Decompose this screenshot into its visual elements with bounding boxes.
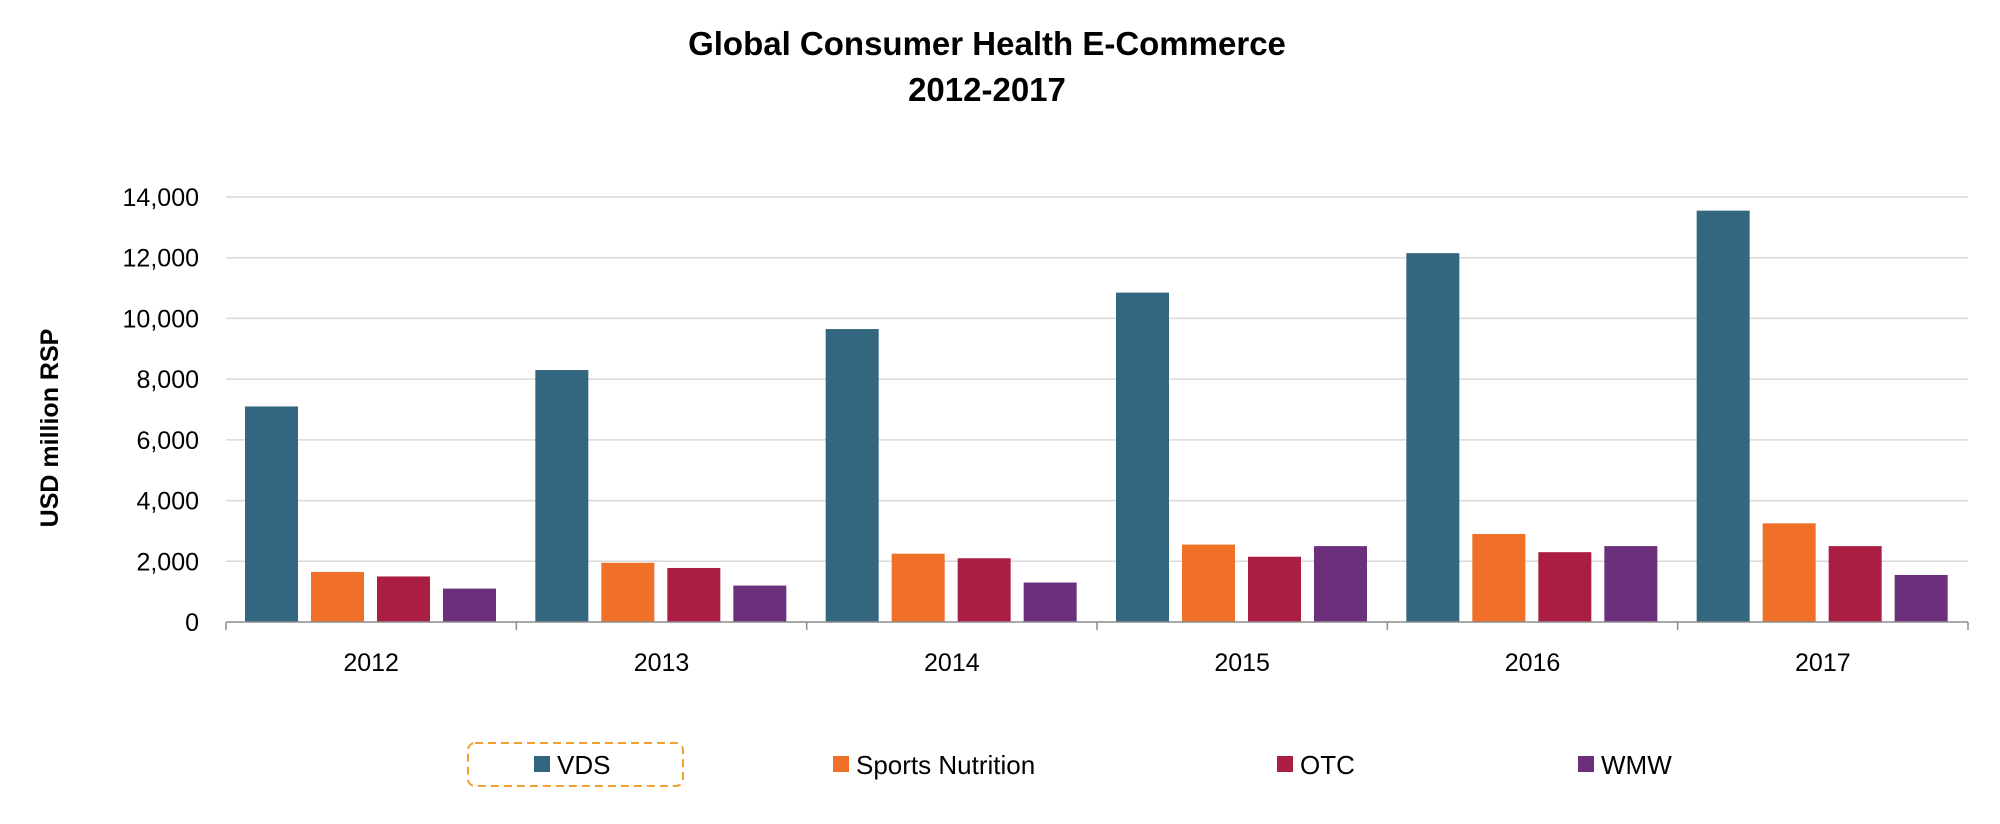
y-tick-label: 6,000 [136, 427, 199, 455]
legend-selection-outline [467, 742, 684, 787]
legend: VDS Sports Nutrition OTC WMW [467, 742, 1672, 787]
y-tick-label: 0 [185, 609, 199, 637]
legend-label: VDS [557, 750, 610, 780]
bar-vds-2017 [1696, 210, 1750, 623]
legend-swatch [1578, 756, 1594, 772]
y-axis-ticks: 0 2,000 4,000 6,000 8,000 10,000 12,000 14,000 [123, 184, 199, 637]
y-axis-title: USD million RSP [36, 329, 64, 528]
bar-wmw-2012 [443, 588, 496, 622]
bar-sports-nutrition-2014 [891, 553, 945, 622]
bar-sports-nutrition-2012 [311, 571, 364, 622]
legend-swatch [534, 756, 550, 772]
bar-otc-2017 [1828, 546, 1882, 622]
y-tick-label: 4,000 [136, 488, 199, 516]
x-tick-label: 2017 [1795, 649, 1851, 677]
bar-vds-2014 [825, 329, 879, 622]
chart-title: Global Consumer Health E-Commerce [688, 25, 1286, 62]
x-tick-label: 2014 [924, 649, 980, 677]
bar-sports-nutrition-2015 [1182, 544, 1235, 622]
bar-wmw-2016 [1604, 546, 1658, 622]
bar-vds-2015 [1116, 292, 1169, 622]
bar-otc-2012 [377, 576, 430, 622]
legend-swatch [833, 756, 849, 772]
x-tick-label: 2012 [343, 649, 399, 677]
x-axis [225, 621, 1969, 630]
x-tick-label: 2013 [634, 649, 690, 677]
y-tick-label: 14,000 [123, 184, 199, 212]
legend-item-sports-nutrition[interactable]: Sports Nutrition [833, 750, 1035, 780]
bar-vds-2012 [245, 406, 298, 622]
bar-sports-nutrition-2017 [1762, 523, 1816, 622]
bar-wmw-2013 [733, 585, 787, 622]
legend-label: WMW [1601, 750, 1672, 780]
bar-wmw-2017 [1894, 574, 1948, 622]
legend-label: Sports Nutrition [856, 750, 1035, 780]
x-axis-ticks: 2012 2013 2014 2015 2016 2017 [343, 649, 1850, 677]
bar-otc-2015 [1248, 556, 1301, 622]
legend-item-otc[interactable]: OTC [1277, 750, 1355, 780]
bars [245, 210, 1948, 623]
bar-vds-2013 [535, 370, 589, 622]
bar-otc-2013 [667, 567, 721, 622]
bar-wmw-2014 [1023, 582, 1077, 622]
y-tick-label: 12,000 [123, 245, 199, 273]
legend-item-wmw[interactable]: WMW [1578, 750, 1672, 780]
bar-sports-nutrition-2013 [601, 562, 655, 622]
bar-otc-2016 [1538, 552, 1592, 622]
legend-label: OTC [1300, 750, 1355, 780]
legend-swatch [1277, 756, 1293, 772]
bar-otc-2014 [957, 558, 1011, 622]
legend-item-vds[interactable]: VDS [467, 742, 684, 787]
gridlines [226, 196, 1968, 563]
bar-wmw-2015 [1314, 546, 1367, 622]
y-tick-label: 8,000 [136, 366, 199, 394]
y-tick-label: 10,000 [123, 305, 199, 333]
x-tick-label: 2015 [1214, 649, 1270, 677]
bar-sports-nutrition-2016 [1472, 533, 1526, 622]
bar-vds-2016 [1406, 253, 1460, 623]
chart-subtitle: 2012-2017 [908, 71, 1066, 108]
x-tick-label: 2016 [1505, 649, 1561, 677]
y-tick-label: 2,000 [136, 548, 199, 576]
